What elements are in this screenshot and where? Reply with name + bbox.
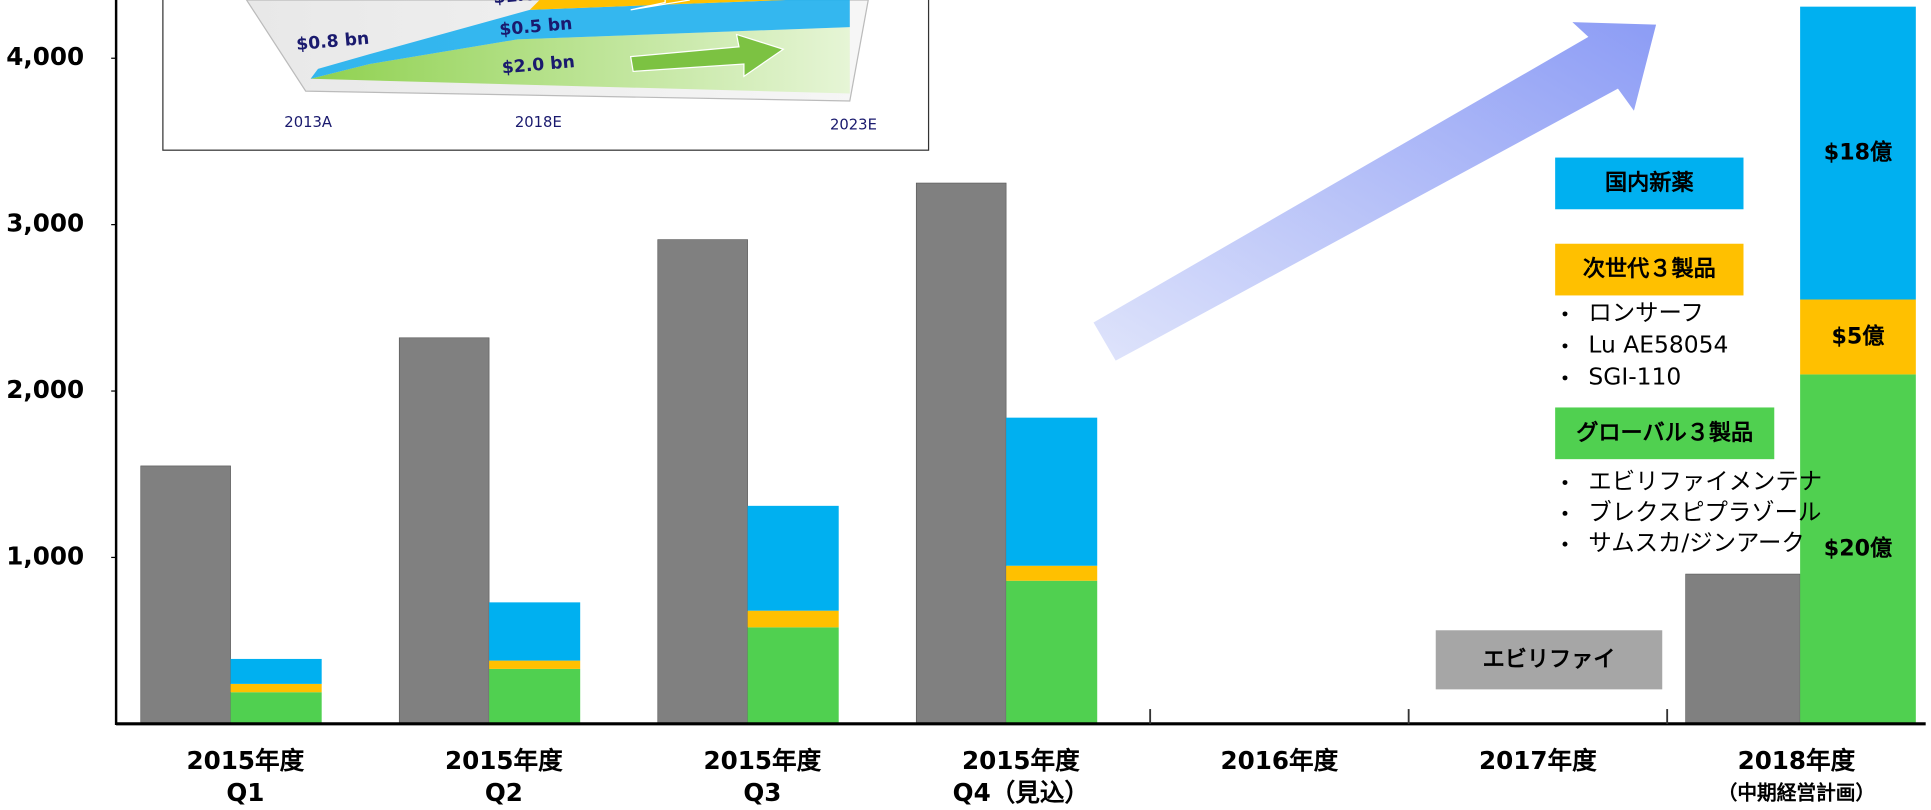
legend-item: SGI-110 (1588, 362, 1681, 390)
bar (915, 182, 1007, 725)
y-tick-label: 4,000 (6, 42, 84, 71)
x-tick-label: 2015年度 (962, 746, 1080, 775)
bar-segment (489, 660, 581, 669)
legend-item: ブレクスピプラゾール (1588, 498, 1821, 526)
bar-segment (1800, 299, 1916, 375)
x-tick-label: 2016年度 (1221, 746, 1339, 775)
legend-item: Lu AE58054 (1588, 330, 1728, 358)
legend-label: エビリファイ (1483, 646, 1616, 672)
legend-label: 次世代３製品 (1583, 256, 1716, 282)
legend-box (1435, 630, 1663, 690)
inset-figure (162, 0, 930, 151)
bar-segment (1006, 580, 1098, 724)
legend-bullet (1562, 541, 1568, 547)
bar-segment (747, 627, 839, 724)
bar-segment (230, 683, 322, 693)
x-tick-label: 2015年度 (445, 746, 563, 775)
bar-segment (1006, 417, 1098, 566)
x-tick-label: （中期経営計画） (1718, 781, 1876, 804)
bar-segment (489, 602, 581, 661)
y-tick-label: 1,000 (6, 541, 84, 570)
bar (140, 465, 231, 725)
bar (1685, 573, 1801, 725)
x-tick-label: Q2 (485, 778, 523, 807)
segment-label: $5億 (1832, 323, 1885, 349)
segment-label: $20億 (1824, 536, 1892, 562)
inset-year: 2013A (284, 114, 332, 131)
x-tick-label: 2017年度 (1479, 746, 1597, 775)
growth-arrow (1093, 22, 1657, 361)
x-tick-label: 2018年度 (1738, 746, 1856, 775)
legend-box (1555, 243, 1744, 296)
legend-label: グローバル３製品 (1576, 420, 1753, 446)
y-tick-label: 3,000 (6, 209, 84, 238)
legend-bullet (1562, 510, 1568, 516)
legend-box (1555, 157, 1744, 210)
bar-segment (1800, 6, 1916, 300)
bar-segment (1006, 565, 1098, 581)
x-tick-label: Q3 (743, 778, 781, 807)
legend-bullet (1562, 375, 1568, 381)
bar (398, 337, 490, 725)
inset-label: $1.0 bn (492, 0, 567, 8)
segment-label: $18億 (1824, 140, 1892, 166)
legend-item: サムスカ/ジンアーク (1588, 529, 1804, 557)
inset-year: 2023E (830, 117, 877, 134)
bar (657, 239, 748, 725)
legend-item: エビリファイメンテナ (1588, 467, 1822, 495)
y-tick-label: 2,000 (6, 375, 84, 404)
legend-box (1555, 407, 1775, 460)
inset-year: 2018E (515, 114, 562, 131)
x-tick-label: 2015年度 (187, 746, 305, 775)
legend-label: 国内新薬 (1605, 170, 1694, 196)
bar-segment (230, 692, 322, 724)
bar-segment (1800, 374, 1916, 724)
bar-segment (230, 658, 322, 684)
bar-segment (747, 505, 839, 611)
legend-item: ロンサーフ (1588, 298, 1703, 326)
x-tick-label: Q1 (226, 778, 264, 807)
bar-segment (747, 610, 839, 628)
x-tick-label: 2015年度 (704, 746, 822, 775)
legend-bullet (1562, 480, 1568, 486)
legend-bullet (1562, 311, 1568, 317)
bar-segment (489, 668, 581, 724)
legend-bullet (1562, 343, 1568, 349)
x-tick-label: Q4（見込） (953, 778, 1089, 807)
